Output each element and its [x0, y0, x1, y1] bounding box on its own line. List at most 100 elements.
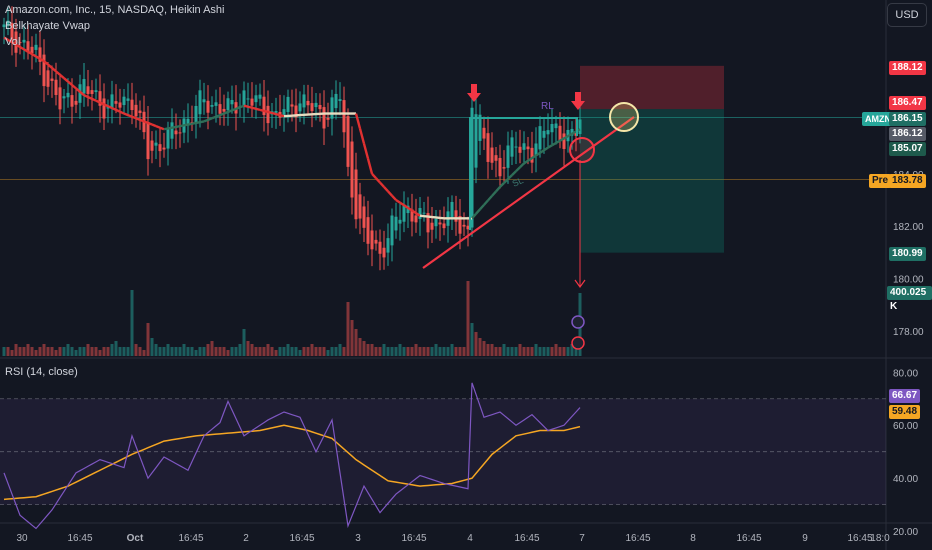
volume-bar [370, 344, 374, 356]
candle-body [442, 223, 446, 229]
volume-bar [434, 344, 438, 356]
volume-bar [414, 344, 418, 356]
vwap-segment [47, 63, 53, 69]
candle-body [478, 114, 482, 141]
vwap-segment [131, 115, 137, 120]
candle-body [150, 140, 154, 151]
volume-bar [54, 350, 58, 356]
currency-button[interactable]: USD [887, 3, 927, 27]
volume-bar [74, 350, 78, 356]
volume-bar [42, 344, 46, 356]
volume-bar [262, 347, 266, 356]
volume-bar [306, 347, 310, 356]
candle-body [198, 90, 202, 115]
candle-body [342, 100, 346, 133]
volume-bar [138, 347, 142, 356]
volume-bar [174, 347, 178, 356]
rsi-ma-value-tag: 59.48 [889, 405, 921, 419]
volume-bar [46, 347, 50, 356]
candle-body [550, 123, 554, 133]
stop-loss-zone [580, 65, 724, 110]
volume-bar [474, 332, 478, 356]
vwap-segment [362, 143, 370, 160]
volume-bar [6, 347, 10, 356]
candle-body [78, 84, 82, 103]
indicator-legend[interactable]: Belkhayate Vwap [5, 20, 90, 32]
volume-bar [206, 344, 210, 356]
volume-bar [566, 347, 570, 356]
candle-body [222, 108, 226, 112]
volume-bar [94, 347, 98, 356]
candle-body [418, 208, 422, 219]
rsi-tick-label: 20.00 [893, 527, 918, 538]
price-tick-label: 180.00 [893, 275, 924, 286]
volume-bar [390, 347, 394, 356]
volume-bar [514, 347, 518, 356]
volume-bar [90, 347, 94, 356]
volume-bar [542, 347, 546, 356]
candle-body [90, 90, 94, 94]
volume-bar [254, 347, 258, 356]
volume-bar [162, 347, 166, 356]
volume-bar [446, 347, 450, 356]
vwap-segment [15, 43, 21, 49]
rsi-legend[interactable]: RSI (14, close) [5, 366, 78, 378]
candle-body [438, 222, 442, 225]
volume-bar [386, 347, 390, 356]
vwap-segment [43, 60, 49, 66]
volume-bar [166, 344, 170, 356]
vwap-segment [531, 154, 537, 160]
volume-bar [494, 347, 498, 356]
candle-body [38, 47, 42, 62]
candle-body [250, 98, 254, 106]
candle-body [154, 142, 158, 146]
volume-bar [182, 344, 186, 356]
volume-bar [282, 347, 286, 356]
candle-body [570, 128, 574, 136]
vwap-segment [51, 67, 57, 73]
volume-bar [502, 344, 506, 356]
candle-body [510, 137, 514, 157]
volume-bar [522, 347, 526, 356]
candle-body [454, 210, 458, 222]
drawings: RL SL [422, 65, 724, 350]
volume-value-tag: 400.025 K [887, 286, 932, 312]
volume-bar [530, 347, 534, 356]
volume-bar [302, 347, 306, 356]
symbol-legend[interactable]: Amazon.com, Inc., 15, NASDAQ, Heikin Ash… [5, 4, 225, 16]
candle-body [482, 127, 486, 139]
volume-bar [154, 344, 158, 356]
volume-bar [378, 347, 382, 356]
volume-bar [574, 347, 578, 356]
candle-body [114, 101, 118, 104]
candle-body [562, 133, 566, 149]
rsi-tick-label: 60.00 [893, 421, 918, 432]
volume-legend[interactable]: Vol [5, 36, 21, 48]
vwap-segment [139, 118, 145, 123]
vwap-segment [479, 204, 485, 211]
volume-bar [330, 347, 334, 356]
volume-bar [114, 341, 118, 356]
candle-body [554, 123, 558, 129]
volume-bar [170, 347, 174, 356]
candle-body [186, 118, 190, 126]
volume-bar [66, 344, 70, 356]
time-tick-label: 16:45 [178, 533, 203, 544]
candle-body [394, 216, 398, 231]
vwap-segment [103, 103, 109, 108]
candle-body [102, 98, 106, 119]
candle-body [282, 109, 286, 115]
volume-bar [130, 290, 134, 356]
vwap-line [3, 36, 581, 220]
vwap-segment [519, 162, 525, 169]
volume-bar [374, 347, 378, 356]
candle-body [14, 31, 18, 53]
candle-body [434, 218, 438, 227]
volume-bar [382, 344, 386, 356]
candle-body [166, 128, 170, 149]
candle-body [422, 212, 426, 214]
rsi-tick-label: 80.00 [893, 368, 918, 379]
rl-label: RL [541, 101, 554, 112]
candle-body [298, 103, 302, 112]
